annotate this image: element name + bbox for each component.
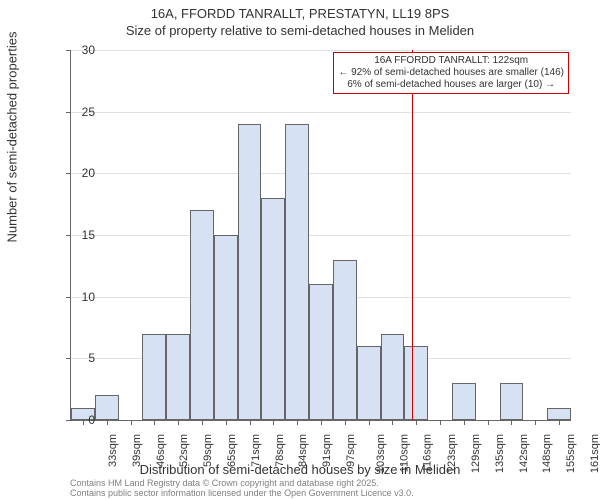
x-tick-mark	[559, 420, 560, 425]
chart-container: 16A, FFORDD TANRALLT, PRESTATYN, LL19 8P…	[0, 0, 600, 500]
histogram-bar	[261, 198, 285, 420]
x-tick-mark	[250, 420, 251, 425]
annotation-line: 16A FFORDD TANRALLT: 122sqm	[338, 55, 564, 67]
histogram-bar	[500, 383, 524, 420]
x-tick-mark	[392, 420, 393, 425]
y-tick-label: 10	[65, 290, 95, 304]
histogram-bar	[214, 235, 238, 420]
chart-title-line2: Size of property relative to semi-detach…	[0, 23, 600, 38]
grid-line	[71, 112, 571, 113]
grid-line	[71, 173, 571, 174]
histogram-bar	[547, 408, 571, 420]
x-tick-mark	[131, 420, 132, 425]
x-tick-mark	[511, 420, 512, 425]
annotation-box: 16A FFORDD TANRALLT: 122sqm← 92% of semi…	[333, 52, 569, 94]
histogram-bar	[357, 346, 381, 420]
histogram-bar	[142, 334, 166, 420]
x-tick-mark	[369, 420, 370, 425]
x-tick-mark	[464, 420, 465, 425]
y-tick-label: 0	[65, 413, 95, 427]
x-tick-mark	[321, 420, 322, 425]
x-tick-mark	[416, 420, 417, 425]
x-tick-mark	[488, 420, 489, 425]
y-axis-label: Number of semi-detached properties	[5, 32, 20, 243]
x-tick-mark	[226, 420, 227, 425]
histogram-bar	[452, 383, 476, 420]
x-axis-label: Distribution of semi-detached houses by …	[0, 462, 600, 477]
attribution-footer: Contains HM Land Registry data © Crown c…	[70, 479, 414, 499]
y-tick-label: 15	[65, 228, 95, 242]
y-tick-label: 5	[65, 351, 95, 365]
x-tick-mark	[107, 420, 108, 425]
x-tick-mark	[202, 420, 203, 425]
y-tick-label: 20	[65, 166, 95, 180]
x-tick-mark	[535, 420, 536, 425]
histogram-bar	[309, 284, 333, 420]
annotation-line: ← 92% of semi-detached houses are smalle…	[338, 67, 564, 79]
histogram-bar	[285, 124, 309, 420]
histogram-bar	[190, 210, 214, 420]
histogram-bar	[166, 334, 190, 420]
grid-line	[71, 235, 571, 236]
histogram-bar	[404, 346, 428, 420]
grid-line	[71, 50, 571, 51]
histogram-bar	[95, 395, 119, 420]
x-tick-mark	[440, 420, 441, 425]
footer-line2: Contains public sector information licen…	[70, 489, 414, 499]
x-tick-mark	[154, 420, 155, 425]
y-tick-label: 25	[65, 105, 95, 119]
y-tick-label: 30	[65, 43, 95, 57]
plot-area: 33sqm39sqm46sqm52sqm59sqm65sqm71sqm78sqm…	[70, 50, 571, 421]
reference-line	[412, 50, 413, 420]
x-tick-mark	[345, 420, 346, 425]
chart-title-line1: 16A, FFORDD TANRALLT, PRESTATYN, LL19 8P…	[0, 0, 600, 23]
x-tick-mark	[297, 420, 298, 425]
annotation-line: 6% of semi-detached houses are larger (1…	[338, 79, 564, 91]
histogram-bar	[381, 334, 405, 420]
x-tick-mark	[178, 420, 179, 425]
histogram-bar	[333, 260, 357, 420]
histogram-bar	[238, 124, 262, 420]
x-tick-mark	[273, 420, 274, 425]
